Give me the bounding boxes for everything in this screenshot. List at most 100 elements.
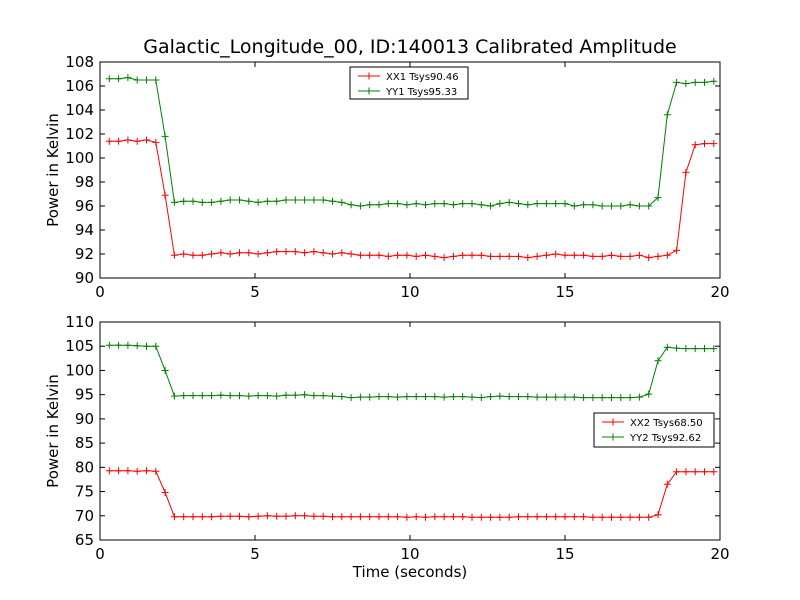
data-point: [356, 251, 364, 259]
data-point: [236, 512, 243, 520]
data-point: [412, 200, 420, 208]
data-point: [626, 394, 634, 402]
legend-marker: [365, 72, 373, 80]
data-point: [422, 513, 429, 521]
data-point: [608, 202, 615, 210]
data-point: [319, 392, 327, 400]
legend-label: YY1 Tsys95.33: [385, 87, 457, 98]
data-point: [198, 198, 206, 206]
data-point: [310, 196, 318, 204]
data-point: [217, 391, 225, 399]
data-point: [552, 250, 560, 258]
data-point: [338, 249, 346, 257]
data-point: [645, 254, 653, 262]
data-point: [291, 248, 299, 256]
series-1-1: [105, 341, 718, 402]
data-point: [366, 201, 374, 209]
legend-marker: [609, 433, 617, 441]
data-point: [384, 200, 392, 208]
data-point: [496, 200, 504, 208]
data-point: [561, 513, 569, 521]
data-point: [524, 201, 532, 209]
data-point: [487, 393, 495, 401]
x-tick-label: 0: [95, 283, 105, 301]
data-point: [189, 197, 197, 205]
data-point: [598, 202, 606, 210]
data-point: [635, 202, 643, 210]
y-tick-label: 65: [75, 531, 94, 549]
data-point: [152, 467, 160, 475]
data-point: [496, 513, 504, 521]
series-0-0: [105, 136, 718, 262]
data-point: [412, 393, 420, 401]
data-point: [449, 252, 457, 260]
data-point: [468, 513, 476, 521]
data-point: [338, 198, 346, 206]
y-tick-label: 70: [75, 507, 94, 525]
data-point: [710, 77, 718, 85]
data-point: [440, 393, 448, 401]
data-point: [654, 194, 662, 202]
x-tick-label: 15: [555, 283, 574, 301]
y-tick-label: 106: [65, 77, 94, 95]
data-point: [189, 251, 197, 259]
data-point: [459, 393, 467, 401]
data-point: [608, 251, 615, 259]
data-point: [701, 78, 708, 86]
data-point: [403, 201, 411, 209]
data-point: [198, 513, 206, 521]
data-point: [691, 345, 699, 353]
data-point: [133, 342, 141, 350]
data-point: [133, 76, 141, 84]
data-point: [710, 140, 718, 148]
data-point: [561, 393, 569, 401]
data-point: [180, 513, 188, 521]
y-tick-label: 105: [65, 337, 94, 355]
data-point: [263, 197, 271, 205]
data-point: [663, 480, 671, 488]
data-point: [645, 390, 653, 398]
legend: XX2 Tsys68.50 YY2 Tsys92.62: [593, 412, 715, 448]
data-point: [208, 392, 216, 400]
data-point: [217, 249, 225, 257]
data-point: [701, 140, 708, 148]
data-point: [570, 251, 578, 259]
data-point: [356, 202, 364, 210]
bottom-panel: 0 5 10 15 20 65 70 75 80 85 90 95 100 105 110 Power in …: [44, 313, 730, 581]
data-point: [208, 198, 216, 206]
data-point: [384, 393, 392, 401]
data-point: [598, 513, 606, 521]
data-point: [552, 200, 560, 208]
data-point: [570, 513, 578, 521]
data-point: [394, 393, 402, 401]
y-tick-label: 80: [75, 458, 94, 476]
data-point: [542, 513, 550, 521]
data-point: [682, 468, 690, 476]
data-point: [273, 392, 281, 400]
data-point: [515, 393, 522, 401]
data-point: [245, 249, 253, 257]
data-point: [329, 513, 336, 521]
data-point: [124, 74, 132, 82]
y-tick-label: 102: [65, 125, 94, 143]
data-point: [608, 394, 615, 402]
x-axis-label: Time (seconds): [352, 563, 468, 581]
data-point: [589, 394, 597, 402]
data-point: [505, 513, 513, 521]
data-point: [654, 511, 662, 519]
data-point: [152, 76, 160, 84]
data-point: [338, 393, 346, 401]
data-point: [617, 513, 625, 521]
data-point: [375, 513, 383, 521]
data-point: [161, 489, 169, 497]
data-point: [524, 254, 532, 262]
y-tick-label: 100: [65, 361, 94, 379]
data-point: [654, 357, 662, 365]
data-point: [431, 200, 439, 208]
data-point: [617, 252, 625, 260]
data-point: [691, 78, 699, 86]
data-point: [394, 251, 402, 259]
data-point: [319, 249, 327, 257]
